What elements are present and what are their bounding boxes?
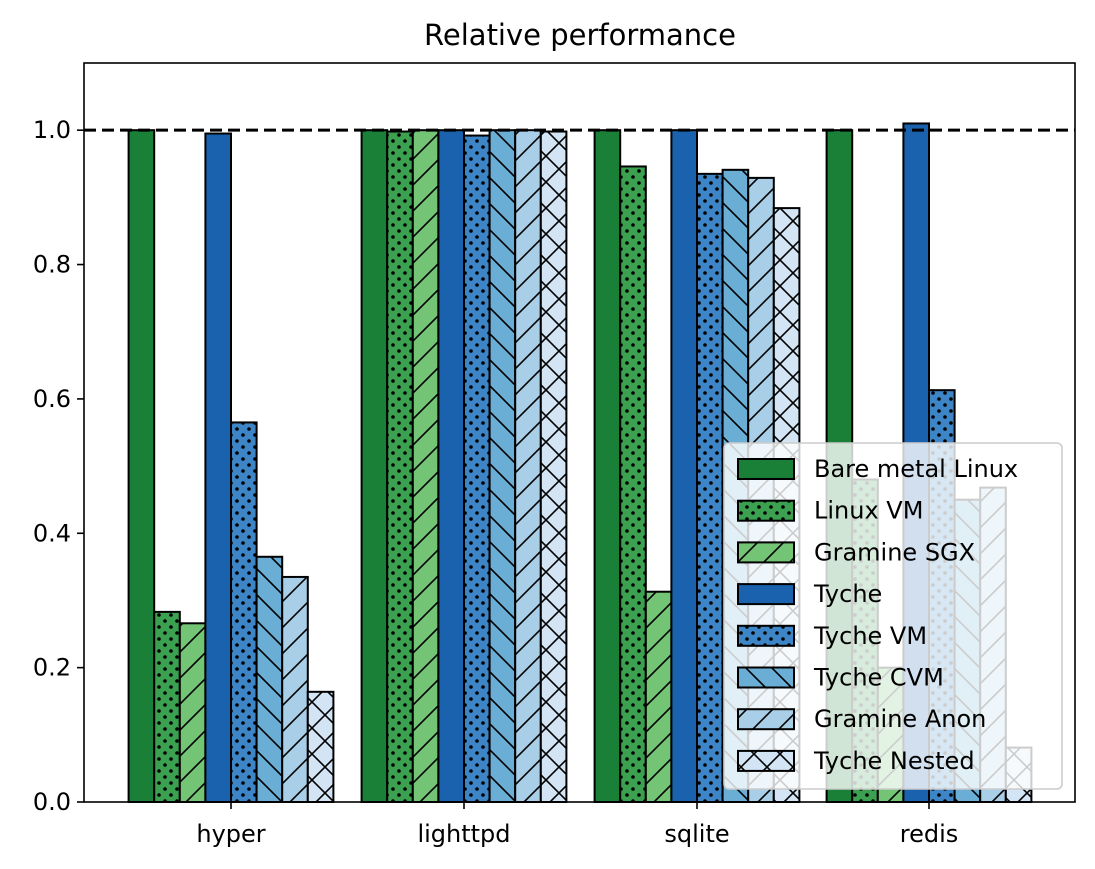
plot-frame — [83, 62, 1076, 803]
bar-lighttpd-tyche-cvm — [488, 129, 517, 803]
y-tick-label: 0.2 — [33, 654, 71, 682]
legend-swatch — [737, 624, 795, 647]
y-tick-label: 0.6 — [33, 385, 71, 413]
legend-entry-tyche-cvm: Tyche CVM — [737, 664, 944, 692]
bar-hyper-bare-metal-linux — [127, 129, 156, 803]
bar-hyper-linux-vm — [153, 610, 181, 803]
legend-swatch — [737, 708, 795, 731]
legend-label: Tyche CVM — [813, 664, 944, 692]
bar-hyper-tyche-nested — [306, 690, 335, 804]
x-tick-label-redis: redis — [900, 820, 959, 848]
x-tick-label-sqlite: sqlite — [664, 820, 729, 848]
bar-hyper-tyche — [204, 132, 232, 804]
x-tick-label-lighttpd: lighttpd — [417, 820, 510, 848]
bar-hyper-tyche-vm — [230, 421, 258, 803]
legend-entry-tyche-nested: Tyche Nested — [737, 747, 975, 775]
bar-hyper-gramine-sgx — [178, 622, 207, 804]
chart-title: Relative performance — [424, 18, 736, 52]
bar-sqlite-tyche-vm — [696, 172, 724, 804]
bar-sqlite-linux-vm — [619, 165, 647, 803]
x-tick-label-hyper: hyper — [196, 820, 265, 848]
legend-label: Tyche Nested — [813, 747, 975, 775]
axes-layer: 0.0 0.2 0.4 0.6 0.8 1.0 hyper lighttpd sqlite red… — [33, 62, 1076, 848]
legend-entry-gramine-anon: Gramine Anon — [737, 705, 986, 733]
legend-swatch — [737, 458, 795, 480]
bar-lighttpd-tyche-nested — [539, 130, 568, 803]
legend-entry-gramine-sgx: Gramine SGX — [737, 538, 975, 566]
legend-label: Linux VM — [814, 497, 923, 525]
legend-label: Tyche — [813, 580, 882, 608]
bar-lighttpd-tyche — [437, 129, 465, 803]
legend-entry-linux-vm: Linux VM — [737, 497, 923, 525]
legend-label: Gramine Anon — [814, 705, 986, 733]
bar-lighttpd-gramine-anon — [514, 129, 542, 803]
bar-hyper-gramine-anon — [281, 575, 309, 804]
y-tick-label: 0.4 — [33, 519, 71, 547]
legend-label: Gramine SGX — [814, 538, 975, 566]
bar-lighttpd-tyche-vm — [463, 134, 491, 804]
y-tick-label: 0.0 — [33, 788, 71, 816]
bar-sqlite-gramine-sgx — [644, 590, 673, 803]
legend-swatch — [737, 666, 795, 689]
y-tick-label: 0.8 — [33, 251, 71, 279]
legend-swatch — [737, 541, 795, 564]
bar-hyper-tyche-cvm — [255, 555, 284, 804]
legend-entry-tyche: Tyche — [737, 580, 882, 608]
legend-label: Tyche VM — [813, 622, 927, 650]
legend-entry-tyche-vm: Tyche VM — [737, 622, 927, 650]
legend-entry-bare-metal-linux: Bare metal Linux — [737, 455, 1018, 483]
bar-sqlite-tyche — [670, 129, 699, 803]
bar-lighttpd-gramine-sgx — [411, 129, 440, 803]
legend-swatch — [737, 499, 795, 522]
y-tick-label: 1.0 — [33, 116, 71, 144]
legend-swatch — [737, 749, 795, 772]
legend-label: Bare metal Linux — [814, 455, 1018, 483]
bar-lighttpd-bare-metal-linux — [360, 129, 389, 803]
legend-swatch — [737, 583, 795, 606]
bar-lighttpd-linux-vm — [386, 130, 414, 803]
legend: Bare metal Linux Linux VM Gramine SGX Tyche… — [723, 442, 1063, 790]
bar-sqlite-bare-metal-linux — [593, 129, 622, 803]
legend-box — [723, 442, 1063, 790]
